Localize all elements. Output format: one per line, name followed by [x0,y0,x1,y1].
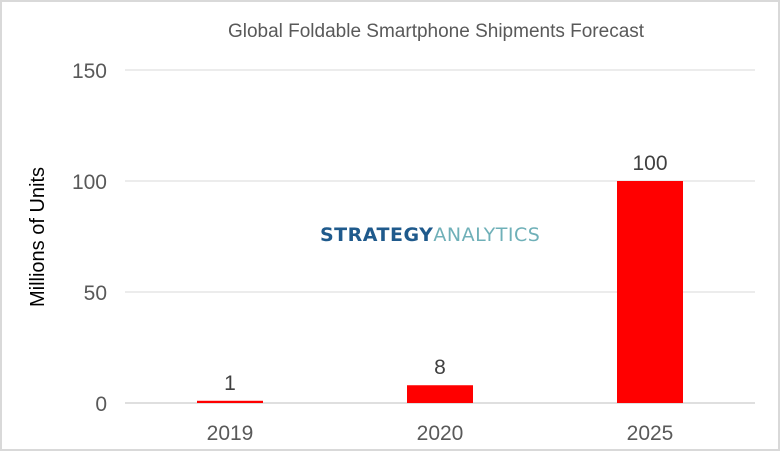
data-label-2025: 100 [632,152,667,175]
data-label-2020: 8 [434,356,446,379]
y-tick-label: 50 [84,282,107,305]
y-tick-label: 0 [95,393,107,416]
logo-part1: STRATEGY [320,224,434,246]
y-axis-label: Millions of Units [27,167,49,307]
y-tick-label: 150 [72,60,107,83]
chart-title: Global Foldable Smartphone Shipments For… [228,21,645,42]
bar-2020 [407,385,473,403]
logo-part2: ANALYTICS [433,224,541,246]
bar-2025 [617,181,683,403]
x-tick-label: 2020 [417,422,464,445]
strategy-analytics-logo: STRATEGYANALYTICS [320,224,540,246]
x-tick-label: 2025 [627,422,674,445]
y-tick-label: 100 [72,171,107,194]
data-label-2019: 1 [224,372,236,395]
x-tick-label: 2019 [207,422,254,445]
bar-2019 [197,400,263,403]
